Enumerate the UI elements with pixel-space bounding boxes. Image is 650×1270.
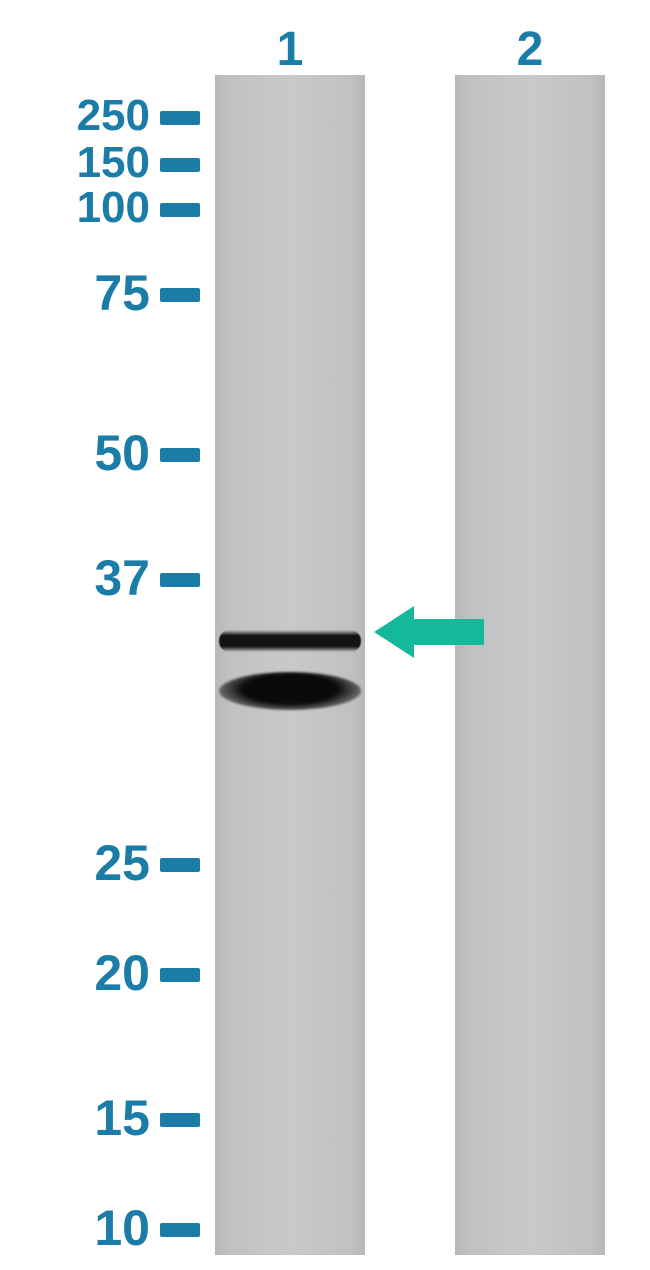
marker-label-37: 37 bbox=[10, 549, 150, 607]
marker-label-150: 150 bbox=[10, 138, 150, 188]
blot-canvas: 1 2 250150100 75 50 37 25 20 15 10 bbox=[0, 0, 650, 1270]
marker-label-25: 25 bbox=[10, 834, 150, 892]
marker-label-75: 75 bbox=[10, 264, 150, 322]
lane-label-1: 1 bbox=[215, 22, 365, 77]
lane-label-2: 2 bbox=[455, 22, 605, 77]
marker-tick-15 bbox=[160, 1113, 200, 1127]
marker-tick-10 bbox=[160, 1223, 200, 1237]
marker-tick-20 bbox=[160, 968, 200, 982]
target-band-arrow-icon bbox=[372, 604, 486, 660]
band-lane1-0 bbox=[219, 630, 361, 652]
lane-2 bbox=[455, 75, 605, 1255]
marker-label-50: 50 bbox=[10, 424, 150, 482]
marker-label-250: 250 bbox=[10, 91, 150, 141]
marker-tick-75 bbox=[160, 288, 200, 302]
marker-label-20: 20 bbox=[10, 944, 150, 1002]
marker-tick-250 bbox=[160, 111, 200, 125]
marker-label-10: 10 bbox=[10, 1199, 150, 1257]
marker-tick-50 bbox=[160, 448, 200, 462]
marker-tick-100 bbox=[160, 203, 200, 217]
marker-tick-150 bbox=[160, 158, 200, 172]
marker-label-15: 15 bbox=[10, 1089, 150, 1147]
band-lane1-1 bbox=[219, 672, 361, 710]
marker-tick-25 bbox=[160, 858, 200, 872]
marker-label-100: 100 bbox=[10, 183, 150, 233]
marker-tick-37 bbox=[160, 573, 200, 587]
lane-1 bbox=[215, 75, 365, 1255]
